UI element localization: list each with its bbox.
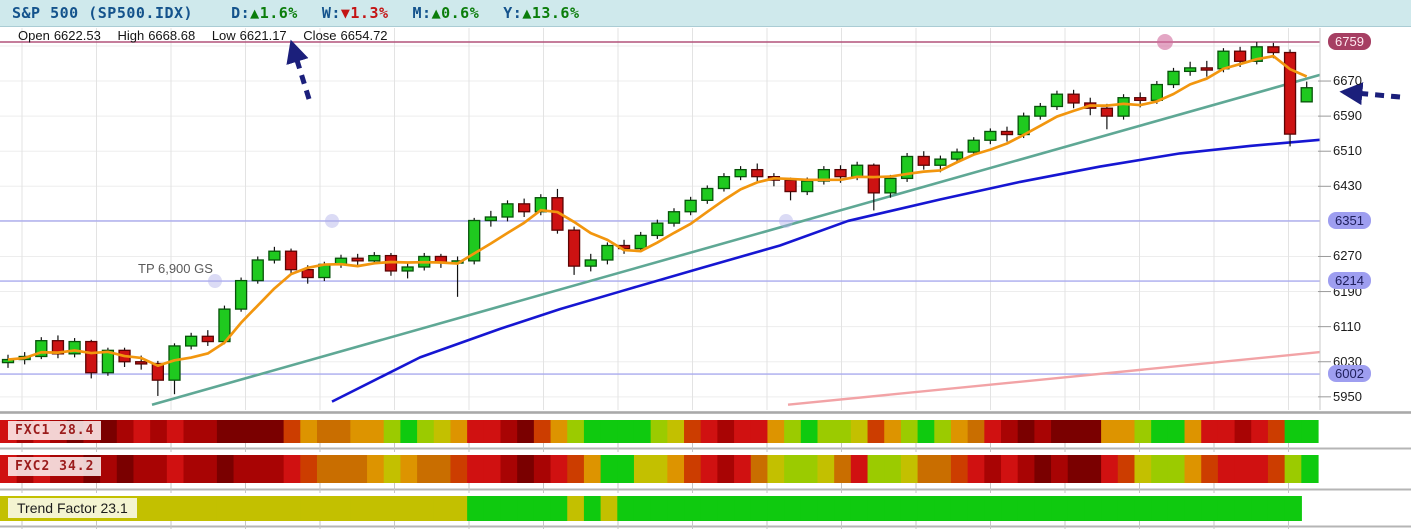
symbol-header: S&P 500 (SP500.IDX) D:▲1.6% W:▼1.3% M:▲0…: [0, 0, 1411, 27]
down-arrow-icon: ▼: [340, 4, 351, 22]
up-arrow-icon: ▲: [250, 4, 260, 22]
indicator-label-fxc2: FXC2 34.2: [8, 457, 102, 476]
up-arrow-icon: ▲: [522, 4, 532, 22]
open-value: 6622.53: [53, 28, 101, 43]
symbol-title: S&P 500 (SP500.IDX): [12, 4, 194, 22]
target-price-annotation[interactable]: TP 6,900 GS: [138, 261, 213, 276]
change-yearly: Y:▲13.6%: [503, 4, 580, 22]
indicator-row-0[interactable]: [0, 420, 1319, 443]
indicator-label-fxc1: FXC1 28.4: [8, 421, 102, 440]
high-value: 6668.68: [148, 28, 196, 43]
change-monthly: M:▲0.6%: [412, 4, 480, 22]
up-arrow-icon: ▲: [431, 4, 442, 22]
close-value: 6654.72: [340, 28, 388, 43]
ohlc-readout: Open 6622.53 High 6668.68 Low 6621.17 Close…: [18, 28, 388, 43]
indicator-row-2[interactable]: [0, 496, 1302, 521]
change-daily: D:▲1.6%: [231, 4, 298, 22]
change-weekly: W:▼1.3%: [321, 4, 389, 22]
indicator-row-1[interactable]: [0, 455, 1319, 483]
indicator-label-trend-factor: Trend Factor 23.1: [8, 498, 137, 518]
low-value: 6621.17: [239, 28, 287, 43]
